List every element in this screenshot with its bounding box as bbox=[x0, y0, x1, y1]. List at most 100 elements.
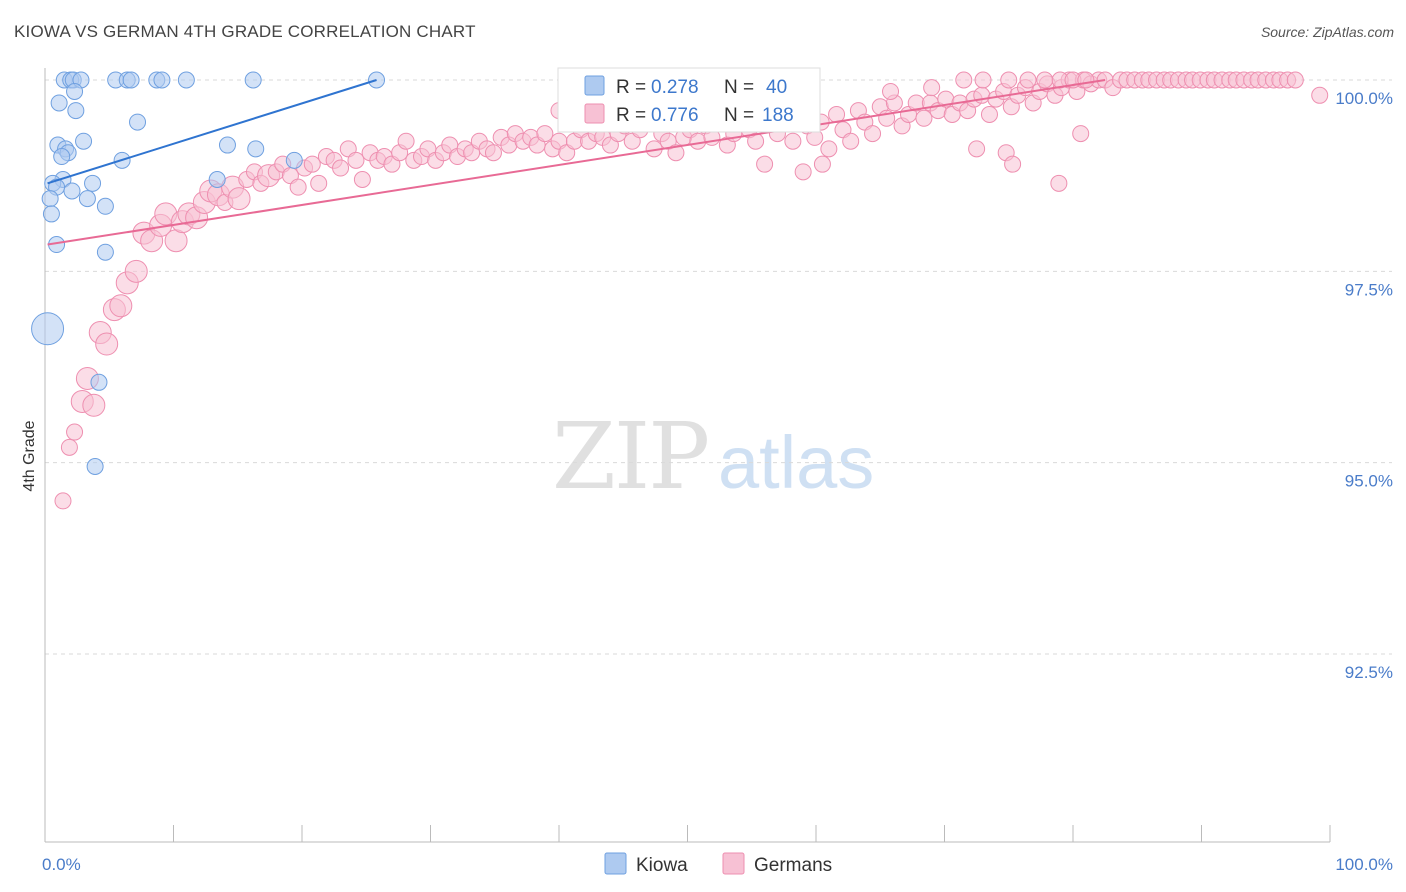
kiowa-point-0 bbox=[31, 312, 65, 346]
germans-point-41 bbox=[347, 151, 365, 169]
kiowa-point-23 bbox=[247, 140, 265, 158]
germans-point-128 bbox=[980, 105, 998, 123]
kiowa-point-10 bbox=[177, 71, 195, 89]
germans-point-16 bbox=[164, 229, 188, 253]
germans-point-88 bbox=[689, 132, 707, 150]
germans-point-7 bbox=[95, 332, 119, 356]
germans-point-183 bbox=[882, 82, 900, 100]
x-tick-labels: 0.0% 100.0% bbox=[42, 855, 1393, 874]
germans-point-9 bbox=[109, 294, 133, 318]
germans-point-112 bbox=[864, 125, 882, 143]
germans-point-184 bbox=[923, 79, 941, 97]
germans-point-36 bbox=[310, 174, 328, 192]
germans-point-119 bbox=[915, 109, 933, 127]
germans-point-106 bbox=[820, 140, 838, 158]
kiowa-point-11 bbox=[244, 71, 262, 89]
kiowa-point-13 bbox=[66, 82, 84, 100]
y-tick-label-0: 92.5% bbox=[1345, 663, 1393, 682]
germans-point-177 bbox=[968, 140, 986, 158]
germans-point-192 bbox=[1077, 71, 1095, 89]
kiowa-point-21 bbox=[53, 148, 71, 166]
y-tick-label-1: 95.0% bbox=[1345, 472, 1393, 491]
kiowa-point-17 bbox=[75, 132, 93, 150]
legend-swatch-germans bbox=[584, 103, 605, 124]
kiowa-point-7 bbox=[122, 71, 140, 89]
source-credit: Source: ZipAtlas.com bbox=[1260, 24, 1394, 40]
kiowa-point-22 bbox=[218, 136, 236, 154]
x-tick-label-1: 100.0% bbox=[1335, 855, 1393, 874]
germans-point-85 bbox=[667, 144, 685, 162]
germans-trend-line bbox=[47, 79, 1106, 246]
kiowa-point-37 bbox=[96, 243, 114, 261]
germans-point-174 bbox=[756, 155, 774, 173]
germans-point-67 bbox=[536, 125, 554, 143]
kiowa-points bbox=[31, 71, 386, 475]
germans-point-181 bbox=[1072, 125, 1090, 143]
bottom-legend: Kiowa Germans bbox=[604, 852, 832, 876]
kiowa-point-34 bbox=[96, 197, 114, 215]
trend-lines bbox=[47, 79, 1106, 246]
germans-point-25 bbox=[227, 187, 251, 211]
y-tick-label-2: 97.5% bbox=[1345, 280, 1393, 299]
germans-point-176 bbox=[813, 155, 831, 173]
germans-points bbox=[54, 71, 1329, 510]
kiowa-point-35 bbox=[42, 205, 60, 223]
legend-n-value-germans: 188 bbox=[762, 105, 794, 126]
germans-point-96 bbox=[747, 132, 765, 150]
kiowa-point-9 bbox=[153, 71, 171, 89]
germans-point-188 bbox=[1019, 71, 1037, 89]
x-tick-label-0: 0.0% bbox=[42, 855, 81, 874]
kiowa-point-39 bbox=[86, 457, 104, 475]
germans-point-171 bbox=[1311, 86, 1329, 104]
germans-point-101 bbox=[784, 132, 802, 150]
germans-point-39 bbox=[332, 159, 350, 177]
germans-point-187 bbox=[1000, 71, 1018, 89]
germans-point-35 bbox=[303, 155, 321, 173]
kiowa-point-32 bbox=[78, 190, 96, 208]
germans-point-179 bbox=[1004, 155, 1022, 173]
watermark: ZIP atlas bbox=[552, 403, 874, 510]
germans-point-11 bbox=[124, 259, 148, 283]
kiowa-point-25 bbox=[285, 151, 303, 169]
kiowa-point-16 bbox=[129, 113, 147, 131]
kiowa-point-31 bbox=[63, 182, 81, 200]
legend-r-value-kiowa: 0.278 bbox=[651, 77, 699, 98]
kiowa-point-33 bbox=[41, 190, 59, 208]
germans-point-109 bbox=[842, 132, 860, 150]
watermark-zip: ZIP bbox=[552, 403, 708, 510]
legend-r-label-germans: R = bbox=[616, 105, 646, 126]
germans-point-42 bbox=[353, 170, 371, 188]
germans-point-180 bbox=[1050, 174, 1068, 192]
kiowa-point-38 bbox=[90, 373, 108, 391]
germans-point-60 bbox=[484, 144, 502, 162]
legend-box: R = 0.278 N = 40 R = 0.776 N = 188 bbox=[557, 67, 821, 133]
legend-swatch-kiowa bbox=[584, 75, 605, 96]
bottom-legend-label-germans: Germans bbox=[754, 855, 832, 876]
germans-point-2 bbox=[66, 423, 84, 441]
legend-n-label-kiowa: N = bbox=[724, 77, 754, 98]
germans-point-0 bbox=[54, 492, 72, 510]
legend-n-label-germans: N = bbox=[724, 105, 754, 126]
gridlines bbox=[45, 79, 1392, 655]
germans-point-33 bbox=[289, 178, 307, 196]
bottom-legend-label-kiowa: Kiowa bbox=[636, 855, 688, 876]
y-axis-title: 4th Grade bbox=[21, 420, 38, 491]
germans-point-186 bbox=[974, 71, 992, 89]
chart-title: KIOWA VS GERMAN 4TH GRADE CORRELATION CH… bbox=[14, 22, 476, 41]
y-tick-label-3: 100.0% bbox=[1335, 89, 1393, 108]
germans-point-175 bbox=[794, 163, 812, 181]
germans-point-170 bbox=[1286, 71, 1304, 89]
legend-r-value-germans: 0.776 bbox=[651, 105, 699, 126]
legend-r-label-kiowa: R = bbox=[616, 77, 646, 98]
y-tick-labels: 92.5% 95.0% 97.5% 100.0% bbox=[1335, 89, 1393, 682]
bottom-legend-swatch-kiowa bbox=[604, 852, 627, 875]
kiowa-point-30 bbox=[208, 170, 226, 188]
kiowa-point-15 bbox=[67, 102, 85, 120]
kiowa-point-14 bbox=[50, 94, 68, 112]
germans-point-185 bbox=[955, 71, 973, 89]
kiowa-trend-line bbox=[47, 79, 377, 185]
germans-point-4 bbox=[82, 393, 106, 417]
kiowa-point-27 bbox=[84, 174, 102, 192]
germans-point-48 bbox=[397, 132, 415, 150]
